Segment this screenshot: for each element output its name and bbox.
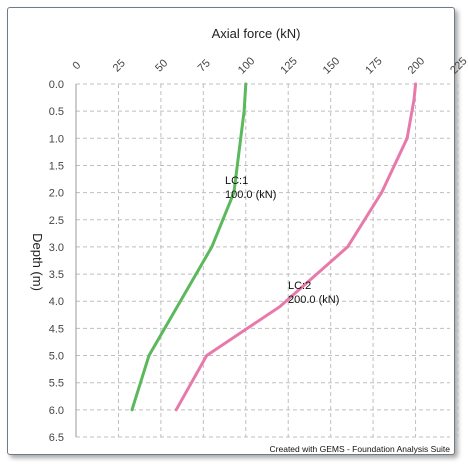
y-tick-label: 4.5 <box>49 323 64 335</box>
credit-text: Created with GEMS - Foundation Analysis … <box>270 444 451 454</box>
y-tick-label: 5.0 <box>49 351 64 363</box>
y-axis-title: Depth (m) <box>30 233 45 291</box>
x-tick-label: 225 <box>448 55 468 76</box>
chart-frame <box>7 7 455 455</box>
series-line-1 <box>130 82 248 412</box>
y-tick-label: 1.0 <box>49 133 64 145</box>
x-tick-label: 50 <box>153 57 170 74</box>
y-tick-label: 3.5 <box>49 269 64 281</box>
series-annotation-1: 100.0 (kN) <box>225 189 276 201</box>
y-tick-label: 0.0 <box>49 79 64 91</box>
y-tick-label: 3.0 <box>49 242 64 254</box>
x-tick-label: 200 <box>406 55 427 76</box>
series <box>130 82 418 412</box>
annotations: LC:1 100.0 (kN) LC:2 200.0 (kN) <box>225 175 339 306</box>
series-line-2 <box>174 82 418 412</box>
y-tick-label: 5.5 <box>49 378 64 390</box>
y-tick-label: 0.5 <box>49 106 64 118</box>
x-tick-label: 150 <box>321 55 342 76</box>
x-tick-label: 100 <box>236 55 257 76</box>
y-tick-label: 2.0 <box>49 188 64 200</box>
y-tick-label: 6.0 <box>49 405 64 417</box>
tick-labels: 0 25 50 75 100 125 150 175 200 225 0.0 0.5 1.0 1.5 2.0… <box>49 55 468 444</box>
grid <box>75 83 459 438</box>
y-tick-label: 2.5 <box>49 215 64 227</box>
series-annotation-1: LC:1 <box>225 175 248 187</box>
x-tick-label: 25 <box>111 57 128 74</box>
x-axis-title: Axial force (kN) <box>212 26 301 41</box>
series-annotation-2: 200.0 (kN) <box>288 294 339 306</box>
x-tick-label: 75 <box>196 57 213 74</box>
x-tick-label: 175 <box>363 55 384 76</box>
y-tick-label: 6.5 <box>49 432 64 444</box>
x-tick-label: 0 <box>70 59 83 72</box>
series-annotation-2: LC:2 <box>288 280 311 292</box>
y-tick-label: 4.0 <box>49 296 64 308</box>
x-tick-label: 125 <box>278 55 299 76</box>
y-tick-label: 1.5 <box>49 160 64 172</box>
